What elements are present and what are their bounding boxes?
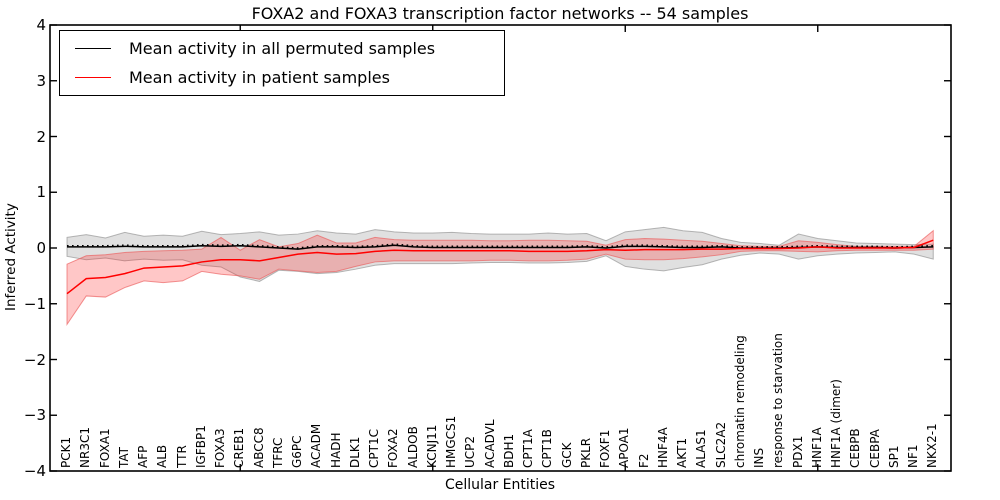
legend-label-patient: Mean activity in patient samples [129, 68, 390, 87]
permuted-line-swatch-icon [75, 48, 111, 49]
x-tick-label: chromatin remodeling [732, 335, 747, 468]
y-tick-label: 4 [36, 16, 46, 34]
legend-entry-patient: Mean activity in patient samples [60, 64, 504, 92]
y-tick-label: −2 [23, 350, 46, 369]
x-tick-label: FOXA2 [386, 428, 401, 468]
y-tick-label: −3 [23, 406, 46, 425]
legend-label-permuted: Mean activity in all permuted samples [129, 39, 436, 58]
permuted-samples-confidence-band [66, 226, 934, 282]
legend: Mean activity in all permuted samples Me… [59, 30, 505, 96]
x-tick-label: ALAS1 [694, 429, 709, 468]
y-tick-label: 3 [36, 71, 46, 90]
x-tick-label: ACADM [309, 423, 324, 468]
legend-entry-permuted: Mean activity in all permuted samples [60, 35, 504, 63]
x-tick-label: ABCC8 [251, 427, 266, 468]
y-tick-label: −4 [23, 462, 46, 480]
x-tick-label: BDH1 [501, 433, 516, 468]
x-tick-label: HNF1A (dimer) [829, 379, 843, 468]
x-tick-label: CPT1B [540, 429, 555, 468]
y-tick-label: 2 [36, 127, 46, 146]
patient-samples-confidence-band [66, 229, 934, 327]
x-tick-label: HNF4A [655, 427, 670, 468]
x-tick-label: F2 [636, 453, 651, 468]
x-tick-label: UCP2 [463, 435, 478, 468]
x-tick-label: TFRC [270, 437, 285, 468]
x-axis-title: Cellular Entities [444, 477, 556, 493]
x-tick-label: IGFBP1 [193, 425, 208, 468]
x-tick-label: CPT1C [367, 429, 381, 468]
x-tick-label: APOA1 [617, 427, 632, 468]
x-tick-label: KCNJ11 [424, 424, 439, 468]
x-tick-label: G6PC [290, 435, 304, 468]
x-tick-label: response to starvation [771, 333, 786, 468]
x-tick-label: TAT [116, 446, 131, 468]
x-tick-label: HMGCS1 [444, 415, 458, 468]
x-tick-label: SLC2A2 [713, 421, 728, 468]
x-tick-label: FOXA3 [213, 428, 227, 468]
x-tick-label: CEBPA [867, 429, 882, 468]
x-tick-label: CPT1A [521, 429, 535, 468]
x-tick-label: ALDOB [405, 426, 420, 468]
x-tick-label: PDX1 [790, 435, 805, 468]
x-tick-label: GCK [559, 442, 574, 468]
x-tick-label: HADH [328, 432, 343, 469]
x-tick-label: FOXF1 [598, 429, 612, 468]
x-tick-label: AKT1 [675, 437, 689, 468]
x-tick-label: NR3C1 [78, 427, 93, 468]
x-tick-label: NKX2-1 [925, 423, 940, 468]
patient-mean-line [66, 239, 934, 295]
x-tick-label: ALB [155, 444, 170, 468]
x-tick-label: FOXA1 [97, 428, 112, 468]
x-tick-label: DLK1 [347, 436, 362, 468]
y-tick-label: 0 [36, 239, 46, 257]
x-tick-label: PKLR [578, 437, 593, 468]
x-tick-label: INS [752, 447, 766, 468]
x-tick-label: NF1 [906, 444, 920, 468]
x-tick-label: TTR [174, 445, 189, 468]
x-tick-label: PCK1 [59, 436, 73, 468]
y-tick-label: 1 [36, 183, 46, 202]
x-tick-label: HNF1A [809, 427, 824, 468]
x-tick-label: AFP [136, 445, 150, 468]
x-tick-label: SP1 [886, 445, 901, 469]
chart-title: FOXA2 and FOXA3 transcription factor net… [251, 4, 749, 23]
y-tick-label: −1 [23, 294, 46, 313]
x-tick-label: ACADVL [482, 419, 497, 468]
patient-line-swatch-icon [75, 77, 111, 78]
x-tick-label: CEBPB [848, 428, 863, 468]
x-tick-label: CREB1 [232, 427, 247, 468]
